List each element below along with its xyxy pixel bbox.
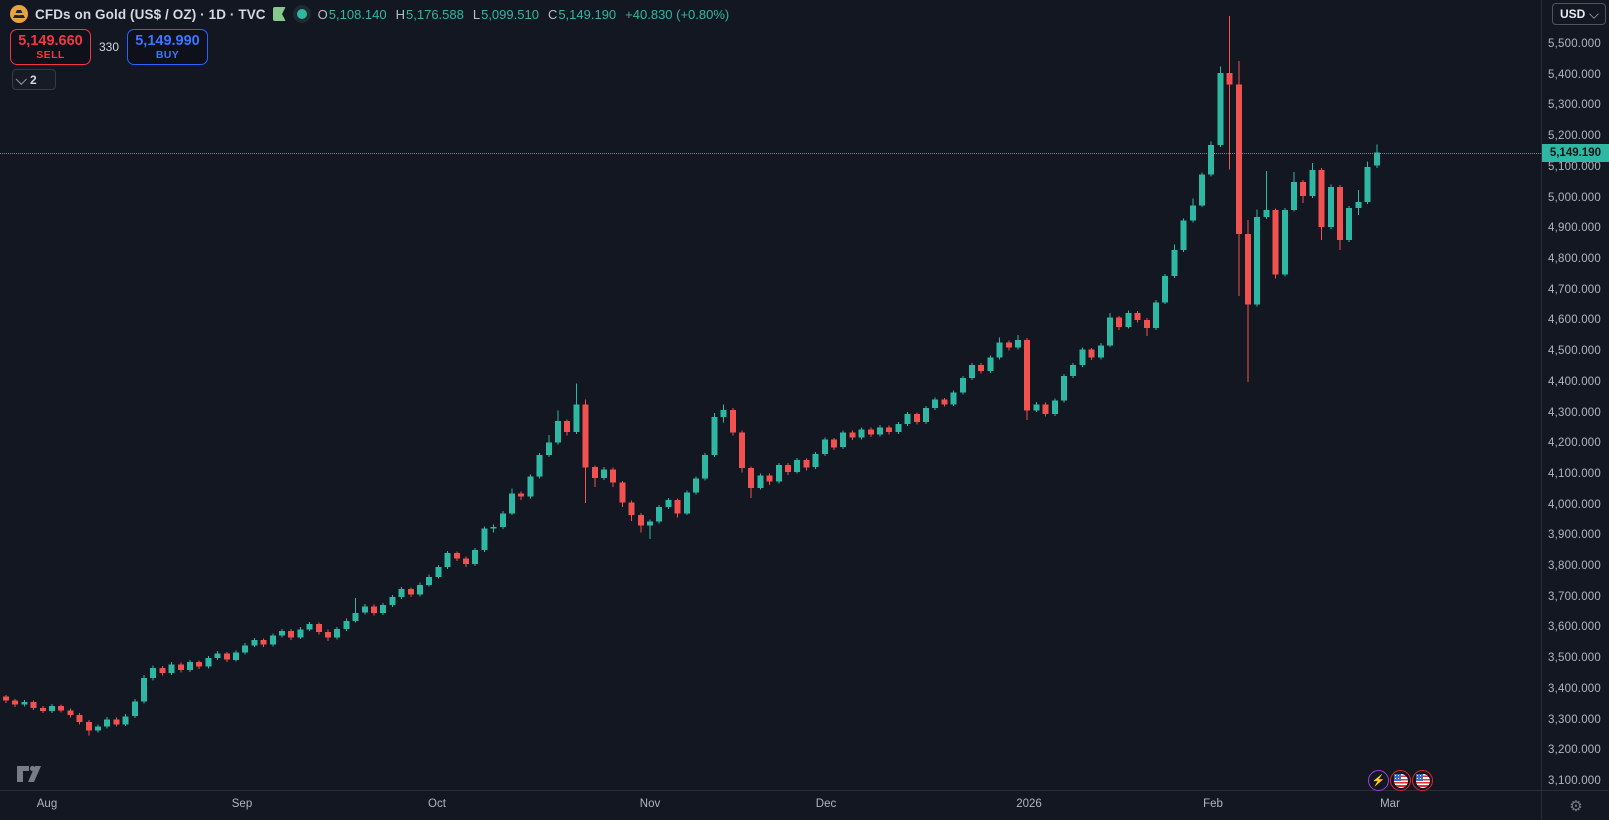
lot-size-dropdown[interactable]: 2 — [12, 69, 56, 90]
change-value: +40.830 (+0.80%) — [625, 6, 730, 22]
time-tick: Feb — [1203, 798, 1223, 810]
price-tick: 4,000.000 — [1548, 498, 1601, 511]
price-tick: 4,600.000 — [1548, 314, 1601, 327]
price-tick: 3,700.000 — [1548, 590, 1601, 603]
price-tick: 5,100.000 — [1548, 160, 1601, 173]
price-tick: 4,100.000 — [1548, 467, 1601, 480]
price-tick: 3,800.000 — [1548, 560, 1601, 573]
price-tick: 5,000.000 — [1548, 191, 1601, 204]
sell-button[interactable]: 5,149.660 SELL — [10, 29, 91, 65]
price-tick: 4,200.000 — [1548, 437, 1601, 450]
chevron-down-icon — [15, 73, 27, 85]
price-tick: 3,100.000 — [1548, 775, 1601, 787]
price-tick: 5,300.000 — [1548, 99, 1601, 112]
time-tick: Dec — [815, 798, 837, 810]
time-axis[interactable]: Aug Sep Oct Nov Dec 2026 Feb Mar — [0, 790, 1609, 820]
high-value: 5,176.588 — [406, 6, 464, 22]
price-tick: 4,500.000 — [1548, 345, 1601, 358]
trade-panel: 5,149.660 SELL 330 5,149.990 BUY — [10, 29, 208, 65]
price-tick: 3,400.000 — [1548, 682, 1601, 695]
chevron-down-icon — [1589, 9, 1599, 19]
buy-price: 5,149.990 — [135, 32, 200, 49]
price-tick: 4,400.000 — [1548, 375, 1601, 388]
economic-events: ⚡ — [1368, 770, 1434, 791]
open-value: 5,108.140 — [328, 6, 387, 22]
spread-value: 330 — [98, 40, 120, 54]
price-tick: 4,300.000 — [1548, 406, 1601, 419]
us-flag-event-icon[interactable] — [1412, 770, 1433, 791]
time-tick: Aug — [36, 798, 58, 810]
price-tick: 3,900.000 — [1548, 529, 1601, 542]
axis-settings-corner: ⚙ — [1541, 790, 1609, 820]
low-value: 5,099.510 — [481, 6, 539, 22]
price-tick: 5,500.000 — [1548, 38, 1601, 50]
price-tick: 4,800.000 — [1548, 252, 1601, 265]
gear-icon[interactable]: ⚙ — [1569, 797, 1583, 815]
sell-price: 5,149.660 — [18, 32, 83, 49]
us-flag-event-icon[interactable] — [1390, 770, 1411, 791]
gold-symbol-icon — [10, 5, 28, 23]
candlestick-chart[interactable] — [0, 0, 1541, 790]
ohlc-readout: O5,108.140 H5,176.588 L5,099.510 C5,149.… — [317, 6, 730, 22]
tradingview-logo[interactable] — [16, 764, 46, 784]
time-tick: Sep — [231, 798, 253, 810]
time-tick: Nov — [639, 798, 661, 810]
market-status-icon[interactable] — [292, 5, 311, 23]
symbol-title[interactable]: CFDs on Gold (US$ / OZ) · 1D · TVC — [35, 6, 266, 22]
price-tick: 5,200.000 — [1548, 130, 1601, 143]
price-tick: 4,900.000 — [1548, 222, 1601, 235]
time-tick: Oct — [428, 798, 446, 810]
price-tick: 4,700.000 — [1548, 283, 1601, 296]
time-tick: 2026 — [1016, 798, 1042, 810]
price-tick: 3,200.000 — [1548, 744, 1601, 757]
price-tick: 3,500.000 — [1548, 652, 1601, 665]
price-tick: 5,400.000 — [1548, 68, 1601, 81]
last-price-label: 5,149.190 — [1542, 143, 1609, 162]
chart-header: CFDs on Gold (US$ / OZ) · 1D · TVC O5,10… — [10, 3, 729, 25]
flag-symbol-icon[interactable] — [272, 7, 286, 21]
price-tick: 3,300.000 — [1548, 713, 1601, 726]
lightning-event-icon[interactable]: ⚡ — [1368, 770, 1389, 791]
currency-dropdown[interactable]: USD — [1552, 3, 1606, 25]
time-tick: Mar — [1380, 798, 1400, 810]
close-value: 5,149.190 — [558, 6, 617, 22]
last-price-line — [0, 152, 1541, 154]
price-axis[interactable]: 5,500.000 5,400.000 5,300.000 5,200.000 5,10… — [1541, 0, 1609, 790]
price-tick: 3,600.000 — [1548, 621, 1601, 634]
buy-button[interactable]: 5,149.990 BUY — [127, 29, 208, 65]
